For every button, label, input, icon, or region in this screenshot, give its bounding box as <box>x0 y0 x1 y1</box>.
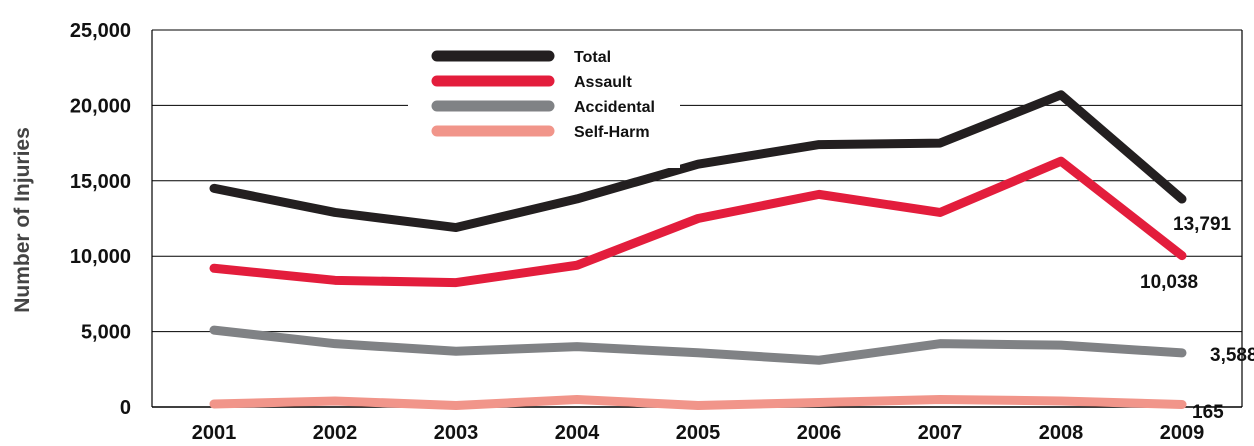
legend-label: Self-Harm <box>574 124 650 141</box>
x-tick-label: 2002 <box>313 422 358 444</box>
y-tick-label: 0 <box>120 397 131 419</box>
series-lines <box>209 90 1187 410</box>
x-tick-label: 2008 <box>1039 422 1084 444</box>
gridlines <box>151 29 1243 408</box>
legend-label: Assault <box>574 74 632 91</box>
x-tick-label: 2003 <box>434 422 479 444</box>
x-tick-label: 2005 <box>676 422 721 444</box>
x-tick-label: 2007 <box>918 422 963 444</box>
y-tick-label: 10,000 <box>70 246 131 268</box>
legend-label: Accidental <box>574 99 655 116</box>
series-line-total <box>209 90 1187 233</box>
end-labels: 13,791 10,038 3,588 165 <box>1140 214 1254 423</box>
x-tick-label: 2001 <box>192 422 237 444</box>
x-tick-label: 2009 <box>1160 422 1205 444</box>
series-line-accidental <box>209 325 1187 365</box>
y-tick-label: 20,000 <box>70 95 131 117</box>
y-tick-labels: 0 5,000 10,000 15,000 20,000 25,000 <box>70 20 131 419</box>
series-line-self-harm <box>209 394 1187 410</box>
legend-label: Total <box>574 49 611 66</box>
y-axis-label: Number of Injuries <box>11 127 34 313</box>
y-tick-label: 25,000 <box>70 20 131 42</box>
x-tick-label: 2006 <box>797 422 842 444</box>
legend: Total Assault Accidental Self-Harm <box>408 40 680 168</box>
x-tick-labels: 2001 2002 2003 2004 2005 2006 2007 2008 2009 <box>192 422 1205 444</box>
x-tick-label: 2004 <box>555 422 600 444</box>
end-label: 13,791 <box>1173 214 1232 235</box>
end-label: 3,588 <box>1210 345 1254 366</box>
series-line-assault <box>209 156 1187 288</box>
end-label: 165 <box>1192 402 1224 423</box>
y-tick-label: 5,000 <box>81 322 131 344</box>
end-label: 10,038 <box>1140 272 1198 293</box>
y-tick-label: 15,000 <box>70 171 131 193</box>
